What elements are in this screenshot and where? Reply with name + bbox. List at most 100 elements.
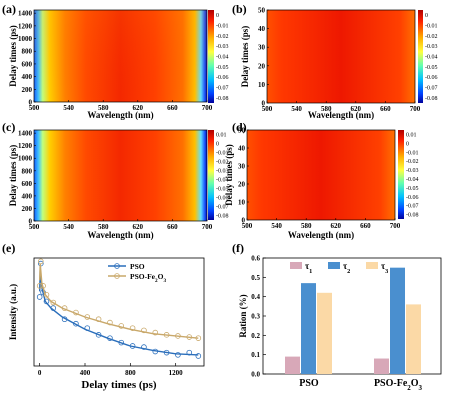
data-point-1-9	[107, 319, 113, 326]
colorbar-tick-label: -0.01	[216, 24, 229, 30]
x-tick-label: 660	[167, 223, 178, 231]
bar-0-0	[285, 356, 300, 374]
colorbar-tick-label: -0.01	[216, 151, 229, 157]
y-tick-label: 600	[22, 180, 33, 188]
e-x-tick-label: 400	[80, 369, 91, 377]
x-tick-label: 540	[63, 223, 74, 231]
legend-marker-0	[114, 263, 120, 269]
f-y-tick-label: 0.6	[251, 255, 260, 263]
e-x-tick-label: 1200	[169, 369, 184, 377]
y-tick-label: 40	[258, 25, 266, 33]
heatmap-b-area	[267, 10, 415, 103]
data-point-0-0	[36, 294, 43, 300]
y-tick-label: 800	[22, 48, 33, 56]
x-tick-label: 620	[351, 105, 362, 113]
heatmap-d-frame	[246, 129, 396, 221]
heatmap-a-frame	[33, 9, 208, 103]
legend-marker-1	[114, 273, 120, 279]
panel-label-a: (a)	[2, 2, 16, 16]
f-legend-swatch-2	[366, 262, 378, 269]
f-legend-swatch-0	[290, 262, 302, 269]
colorbar-tick-label: -0.07	[406, 204, 419, 210]
colorbar-tick-label: -0.05	[406, 186, 419, 192]
x-tick-label: 500	[29, 104, 40, 112]
x-tick-label: 700	[390, 222, 401, 230]
colorbar-tick-label: -0.04	[425, 55, 438, 61]
legend-label-0: PSO	[130, 262, 145, 271]
fit-line-0	[39, 269, 199, 356]
y-tick-label: 600	[22, 60, 33, 68]
x-tick-label: 620	[133, 104, 144, 112]
f-y-tick-label: 0.2	[251, 332, 260, 340]
data-point-1-4	[50, 299, 57, 306]
x-tick-label: 620	[331, 222, 342, 230]
x-tick-label: 660	[167, 104, 178, 112]
f-y-tick-label: 0.5	[251, 274, 260, 282]
colorbar-c	[208, 130, 214, 220]
colorbar-tick-label: 0	[425, 13, 428, 19]
y-tick-label: 200	[22, 86, 33, 94]
x-tick-label: 620	[133, 223, 144, 231]
y-tick-label: 1200	[18, 22, 33, 30]
colorbar-tick-label: -0.05	[216, 187, 229, 193]
y-tick-label: 30	[238, 163, 246, 171]
y-tick-label: 400	[22, 192, 33, 200]
bar-0-2	[317, 292, 332, 374]
x-tick-label: 500	[262, 105, 273, 113]
x-tick-label: 540	[271, 222, 282, 230]
bar-0-1	[301, 283, 316, 374]
f-legend-label-1: τ2	[343, 261, 350, 275]
y-tick-label: 1400	[18, 10, 33, 18]
heatmap-b-frame	[266, 9, 416, 104]
x-tick-label: 700	[202, 104, 213, 112]
colorbar-tick-label: -0.01	[425, 24, 438, 30]
y-tick-label: 50	[258, 7, 266, 15]
colorbar-tick-label: -0.03	[406, 168, 419, 174]
y-axis-label: Delay times (ps)	[240, 26, 250, 88]
panel-c: (c)	[2, 120, 214, 222]
x-tick-label: 500	[29, 223, 40, 231]
y-tick-label: 10	[238, 199, 246, 207]
y-tick-label: 0	[29, 99, 33, 107]
heatmap-d-area	[247, 130, 395, 220]
y-tick-label: 20	[258, 62, 266, 70]
colorbar-tick-label: 0.01	[216, 133, 227, 139]
colorbar-tick-label: -0.07	[216, 205, 229, 211]
y-axis-label: Delay times (ps)	[8, 145, 18, 207]
f-legend-label-2: τ3	[381, 261, 388, 275]
panel-b: (b)	[232, 2, 423, 104]
colorbar-tick-label: -0.06	[406, 195, 419, 201]
colorbar-tick-label: -0.08	[406, 213, 419, 219]
colorbar-a	[208, 10, 214, 103]
colorbar-tick-label: 0.01	[406, 132, 417, 138]
f-y-tick-label: 0.0	[251, 371, 260, 379]
panel-label-b: (b)	[232, 2, 247, 16]
x-tick-label: 540	[291, 105, 302, 113]
data-point-0-17	[195, 353, 202, 359]
fit-line-1	[39, 263, 199, 339]
legend-label-1: PSO-Fe2O3	[130, 272, 166, 284]
y-tick-label: 1000	[18, 155, 33, 163]
colorbar-tick-label: 0	[216, 142, 219, 148]
f-category-label: PSO	[299, 378, 319, 389]
y-tick-label: 200	[22, 205, 33, 213]
colorbar-tick-label: -0.07	[425, 86, 438, 92]
data-point-0-15	[175, 352, 181, 358]
colorbar-tick-label: -0.05	[216, 65, 229, 71]
y-tick-label: 40	[238, 145, 246, 153]
x-tick-label: 580	[98, 104, 109, 112]
y-tick-label: 50	[238, 127, 246, 135]
y-tick-label: 0	[242, 217, 246, 225]
data-point-1-13	[152, 329, 159, 336]
y-tick-label: 0	[29, 218, 33, 226]
f-y-tick-label: 0.3	[251, 313, 260, 321]
colorbar-tick-label: -0.05	[425, 65, 438, 71]
bar-1-0	[374, 358, 389, 374]
e-y-axis-label: Intensity (a.u.)	[8, 284, 18, 340]
heatmap-c-frame	[33, 129, 208, 222]
colorbar-tick-label: -0.03	[216, 169, 229, 175]
colorbar-b	[418, 10, 423, 103]
e-x-axis-label: Delay times (ps)	[81, 379, 156, 391]
y-tick-label: 0	[262, 100, 266, 108]
